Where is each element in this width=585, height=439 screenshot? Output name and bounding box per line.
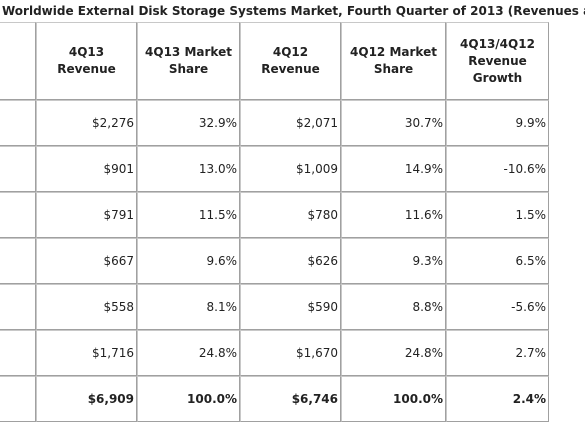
stub-cell (0, 192, 36, 238)
data-cell: $1,716 (36, 330, 137, 376)
header-cell: 4Q12 Revenue (240, 22, 341, 100)
table-row: $6,909 100.0% $6,746 100.0% 2.4% (0, 376, 549, 422)
header-cell: 4Q12 Market Share (341, 22, 446, 100)
data-cell: $667 (36, 238, 137, 284)
stub-cell (0, 376, 36, 422)
stub-cell (0, 100, 36, 146)
stub-cell (0, 330, 36, 376)
table-row: $791 11.5% $780 11.6% 1.5% (0, 192, 549, 238)
data-cell: $626 (240, 238, 341, 284)
data-cell: 9.6% (137, 238, 240, 284)
stub-cell (0, 238, 36, 284)
data-cell: $1,009 (240, 146, 341, 192)
table-row: $901 13.0% $1,009 14.9% -10.6% (0, 146, 549, 192)
data-cell: 6.5% (446, 238, 549, 284)
header-cell: 4Q13 Market Share (137, 22, 240, 100)
data-cell: -5.6% (446, 284, 549, 330)
data-cell: 14.9% (341, 146, 446, 192)
table-row: $667 9.6% $626 9.3% 6.5% (0, 238, 549, 284)
stub-cell (0, 284, 36, 330)
header-cell: 4Q13/4Q12 Revenue Growth (446, 22, 549, 100)
data-cell: 8.8% (341, 284, 446, 330)
data-cell: -10.6% (446, 146, 549, 192)
data-cell: 32.9% (137, 100, 240, 146)
data-cell: $558 (36, 284, 137, 330)
data-cell: 100.0% (341, 376, 446, 422)
data-cell: 2.4% (446, 376, 549, 422)
table-row: $2,276 32.9% $2,071 30.7% 9.9% (0, 100, 549, 146)
data-cell: 1.5% (446, 192, 549, 238)
data-cell: 11.5% (137, 192, 240, 238)
data-cell: 100.0% (137, 376, 240, 422)
stub-cell (0, 146, 36, 192)
data-cell: $2,071 (240, 100, 341, 146)
header-cell: 4Q13 Revenue (36, 22, 137, 100)
data-cell: 11.6% (341, 192, 446, 238)
table-row: $558 8.1% $590 8.8% -5.6% (0, 284, 549, 330)
data-cell: 8.1% (137, 284, 240, 330)
table-row: $1,716 24.8% $1,670 24.8% 2.7% (0, 330, 549, 376)
data-cell: $6,746 (240, 376, 341, 422)
data-cell: $901 (36, 146, 137, 192)
data-cell: $791 (36, 192, 137, 238)
data-cell: 2.7% (446, 330, 549, 376)
data-cell: 9.9% (446, 100, 549, 146)
data-cell: 24.8% (341, 330, 446, 376)
data-cell: $780 (240, 192, 341, 238)
data-cell: 13.0% (137, 146, 240, 192)
data-table: 4Q13 Revenue 4Q13 Market Share 4Q12 Revenu… (0, 22, 549, 422)
stub-cell (0, 22, 36, 100)
data-cell: 24.8% (137, 330, 240, 376)
header-row: 4Q13 Revenue 4Q13 Market Share 4Q12 Revenu… (0, 22, 549, 100)
data-cell: $6,909 (36, 376, 137, 422)
data-cell: $1,670 (240, 330, 341, 376)
data-cell: $2,276 (36, 100, 137, 146)
table-title: Worldwide External Disk Storage Systems … (2, 4, 585, 18)
data-cell: 9.3% (341, 238, 446, 284)
data-cell: $590 (240, 284, 341, 330)
data-cell: 30.7% (341, 100, 446, 146)
